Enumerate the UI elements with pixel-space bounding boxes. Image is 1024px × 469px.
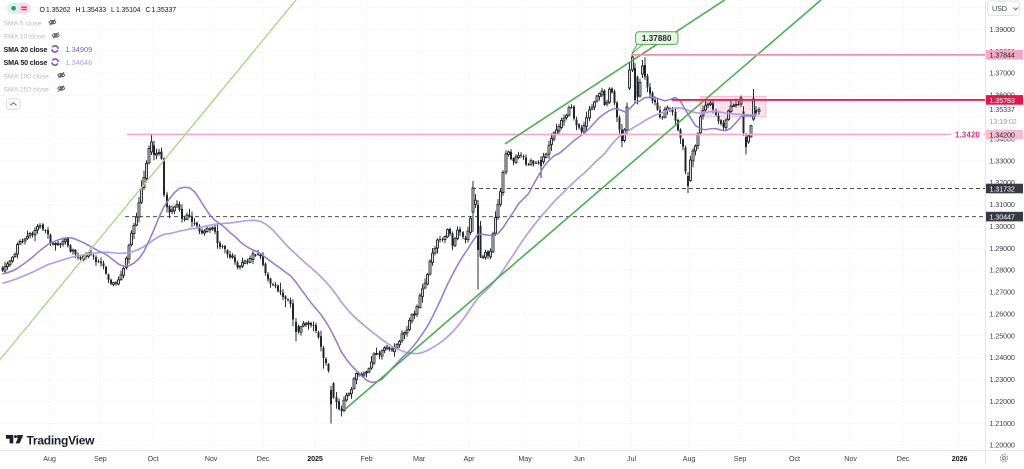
svg-text:2025: 2025	[307, 454, 323, 463]
svg-text:1.30000: 1.30000	[990, 222, 1015, 231]
svg-text:1.37844: 1.37844	[990, 51, 1015, 60]
svg-text:1.33000: 1.33000	[990, 156, 1015, 165]
svg-text:13:19:02: 13:19:02	[990, 117, 1017, 126]
svg-text:Jul: Jul	[627, 454, 636, 463]
svg-text:Dec: Dec	[257, 454, 270, 463]
svg-text:May: May	[518, 454, 532, 463]
svg-text:SMA 250 close: SMA 250 close	[4, 87, 50, 94]
svg-text:Jun: Jun	[573, 454, 584, 463]
svg-text:1.37000: 1.37000	[990, 69, 1015, 78]
svg-text:1.25000: 1.25000	[990, 331, 1015, 340]
svg-text:Nov: Nov	[205, 454, 218, 463]
svg-text:SMA 20 close: SMA 20 close	[4, 46, 48, 54]
svg-text:USD: USD	[992, 4, 1007, 13]
svg-text:Sep: Sep	[734, 454, 747, 463]
svg-text:Apr: Apr	[464, 454, 476, 463]
svg-text:1.21000: 1.21000	[990, 419, 1015, 428]
svg-text:2026: 2026	[952, 454, 968, 463]
svg-text:1.30447: 1.30447	[990, 213, 1015, 222]
svg-text:1.31732: 1.31732	[990, 185, 1015, 194]
svg-text:1.35783: 1.35783	[990, 96, 1015, 105]
svg-text:1.32000: 1.32000	[990, 178, 1015, 187]
svg-text:Oct: Oct	[148, 454, 159, 463]
svg-text:1.27000: 1.27000	[990, 288, 1015, 297]
svg-text:Mar: Mar	[413, 454, 426, 463]
svg-text:TradingView: TradingView	[27, 433, 96, 447]
svg-text:Sep: Sep	[94, 454, 107, 463]
svg-text:Aug: Aug	[43, 454, 56, 463]
svg-text:1.39000: 1.39000	[990, 25, 1015, 34]
svg-text:1.3420: 1.3420	[955, 130, 981, 139]
svg-text:1.34909: 1.34909	[66, 45, 93, 54]
svg-text:Nov: Nov	[844, 454, 857, 463]
svg-text:Oct: Oct	[789, 454, 800, 463]
svg-text:1.23000: 1.23000	[990, 375, 1015, 384]
svg-text:1.31000: 1.31000	[990, 200, 1015, 209]
svg-text:1.20000: 1.20000	[990, 441, 1015, 450]
svg-text:SMA 5 close: SMA 5 close	[4, 20, 42, 27]
svg-text:1.37880: 1.37880	[642, 34, 672, 43]
svg-text:Dec: Dec	[897, 454, 910, 463]
svg-text:1.26000: 1.26000	[990, 309, 1015, 318]
svg-text:1.35337: 1.35337	[990, 105, 1015, 114]
svg-text:SMA 10 close: SMA 10 close	[4, 34, 46, 41]
svg-text:1.28000: 1.28000	[990, 266, 1015, 275]
svg-text:1.29000: 1.29000	[990, 244, 1015, 253]
svg-text:1.24000: 1.24000	[990, 353, 1015, 362]
svg-text:SMA 50 close: SMA 50 close	[4, 59, 48, 67]
svg-text:Feb: Feb	[360, 454, 372, 463]
svg-text:1.22000: 1.22000	[990, 397, 1015, 406]
svg-text:SMA 100 close: SMA 100 close	[4, 73, 50, 80]
svg-text:Aug: Aug	[683, 454, 696, 463]
svg-text:1.34646: 1.34646	[66, 58, 93, 67]
svg-text:1.34200: 1.34200	[990, 131, 1015, 140]
